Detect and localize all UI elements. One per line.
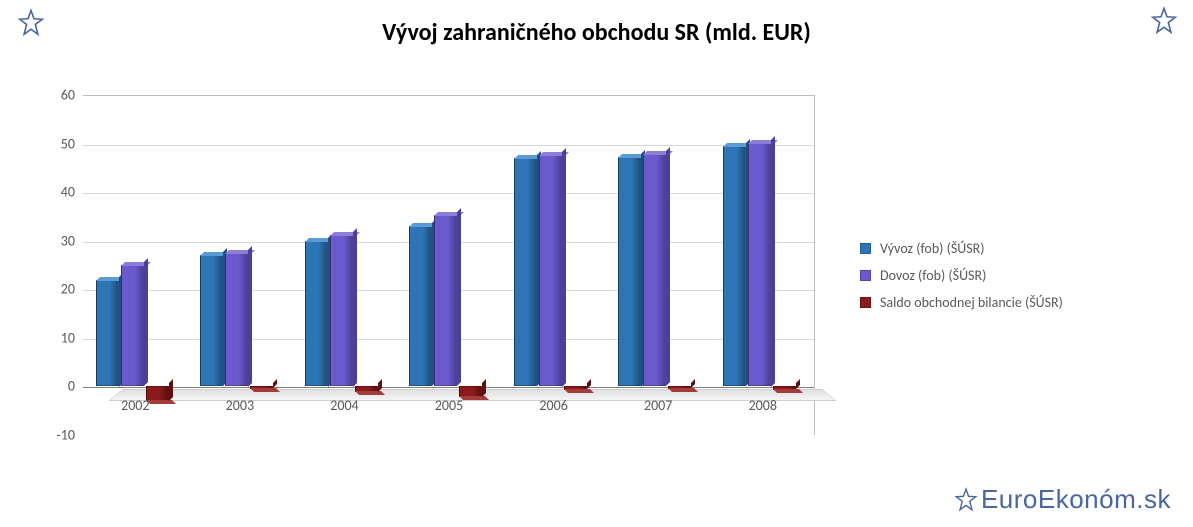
watermark-text-3: .sk [1136, 484, 1171, 515]
bar-side [457, 208, 461, 386]
legend-label: Saldo obchodnej bilancie (ŠÚSR) [880, 294, 1063, 311]
bar [723, 146, 746, 386]
bar-side [562, 148, 566, 387]
bar [200, 255, 223, 386]
legend-item: Saldo obchodnej bilancie (ŠÚSR) [860, 294, 1063, 311]
y-tick-label: 20 [35, 281, 75, 298]
bars-layer [83, 95, 815, 435]
bar [668, 386, 691, 388]
watermark: EuroEkonóm.sk [953, 484, 1171, 515]
bar-side [248, 246, 252, 387]
bar [748, 143, 771, 387]
x-tick-label: 2006 [501, 390, 606, 420]
y-tick-label: 50 [35, 135, 75, 152]
legend-swatch [860, 243, 871, 254]
bar-side [666, 147, 670, 386]
x-tick-label: 2003 [188, 390, 293, 420]
legend: Vývoz (fob) (ŠÚSR) Dovoz (fob) (ŠÚSR) Sald… [860, 240, 1063, 321]
bar [96, 280, 119, 387]
bar [564, 386, 587, 389]
y-tick-label: 0 [35, 378, 75, 395]
legend-label: Vývoz (fob) (ŠÚSR) [880, 240, 985, 257]
bar [618, 157, 641, 387]
bar [250, 386, 273, 388]
bar [434, 215, 457, 386]
x-tick-label: 2005 [397, 390, 502, 420]
chart-container: Vývoj zahraničného obchodu SR (mld. EUR)… [0, 0, 1193, 527]
legend-swatch [860, 270, 871, 281]
y-tick-label: 10 [35, 329, 75, 346]
legend-item: Vývoz (fob) (ŠÚSR) [860, 240, 1063, 257]
bar [330, 235, 353, 387]
watermark-text-1: Euro [981, 484, 1038, 515]
x-axis-ticks: 2002200320042005200620072008 [83, 390, 815, 420]
x-tick-label: 2002 [83, 390, 188, 420]
chart-area: 2002200320042005200620072008 -10 0 10 20 30 4… [35, 95, 815, 475]
bar [539, 155, 562, 387]
x-tick-label: 2007 [606, 390, 711, 420]
legend-swatch [860, 297, 871, 308]
y-tick-label: 40 [35, 184, 75, 201]
legend-item: Dovoz (fob) (ŠÚSR) [860, 267, 1063, 284]
x-tick-label: 2008 [710, 390, 815, 420]
bar [643, 154, 666, 386]
y-tick-label: 60 [35, 87, 75, 104]
bar-side [771, 136, 775, 387]
x-tick-label: 2004 [292, 390, 397, 420]
legend-label: Dovoz (fob) (ŠÚSR) [880, 267, 986, 284]
bar [773, 386, 796, 389]
watermark-text-2: Ekonóm [1038, 484, 1136, 515]
bar-side [353, 228, 357, 387]
bar [305, 241, 328, 387]
chart-title: Vývoj zahraničného obchodu SR (mld. EUR) [0, 18, 1193, 47]
y-tick-label: 30 [35, 232, 75, 249]
bar [225, 253, 248, 387]
bar-side [144, 258, 148, 386]
bar [409, 226, 432, 386]
y-tick-label: -10 [35, 427, 75, 444]
bar [121, 265, 144, 386]
bar [514, 158, 537, 386]
